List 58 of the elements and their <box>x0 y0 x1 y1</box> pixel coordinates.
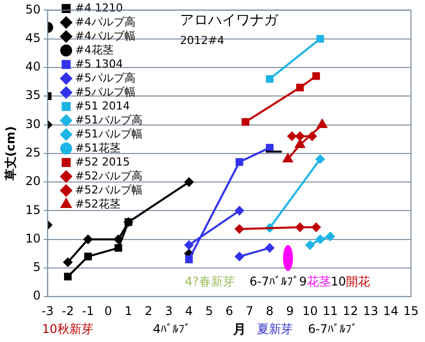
text: 夏新芽 <box>257 322 293 336</box>
x-tick-label: 3 <box>164 304 173 318</box>
legend-label: #51花茎 <box>75 141 120 154</box>
x-tick-label: 9 <box>286 304 294 318</box>
legend-label: #52花茎 <box>75 197 120 210</box>
legend-label: #52 2015 <box>75 155 130 168</box>
legend-label: #52バルブ高 <box>75 169 142 182</box>
text: 4ﾊﾞﾙﾌﾞ <box>153 322 191 336</box>
x-tick-label: 15 <box>403 304 419 318</box>
x-tick-label: -1 <box>82 304 94 318</box>
x-tick-label: 10 <box>302 304 318 318</box>
legend-label: #51バルブ幅 <box>75 127 142 140</box>
x-tick-label: 12 <box>342 304 358 318</box>
legend-label: #4バルブ幅 <box>75 29 136 42</box>
text: 2012#4 <box>180 34 224 47</box>
y-tick-label: 20 <box>25 174 41 188</box>
y-tick-label: 30 <box>25 116 41 131</box>
chart-title: アロハイワナガ <box>180 12 279 29</box>
legend-label: #5バルブ高 <box>75 71 136 84</box>
x-tick-label: 1 <box>124 304 132 318</box>
y-tick-label: 15 <box>25 202 41 217</box>
x-tick-label: 2 <box>144 304 152 318</box>
x-tick-label: -2 <box>62 304 74 318</box>
annotation: 6-7ﾊﾞﾙﾌﾞ9 <box>250 274 307 289</box>
legend-label: #52バルブ幅 <box>75 183 142 196</box>
y-tick-label: 5 <box>33 260 41 274</box>
annotation: 花茎 <box>306 274 331 289</box>
x-tick-label: 5 <box>205 304 213 318</box>
x-tick-label: 13 <box>362 304 378 318</box>
legend-label: #4バルブ高 <box>75 15 136 28</box>
x-tick-label: 0 <box>104 304 112 318</box>
x-tick-label: 7 <box>246 304 254 318</box>
y-tick-label: 25 <box>25 146 41 160</box>
legend-label: #5バルブ幅 <box>75 85 136 98</box>
legend-label: #5 1304 <box>75 57 123 70</box>
y-tick-label: 0 <box>33 288 41 303</box>
y-tick-label: 40 <box>25 60 41 74</box>
x-tick-label: 6 <box>226 304 234 318</box>
annotation: 4?春新芽 <box>184 274 235 289</box>
legend-label: #51バルブ高 <box>75 113 142 126</box>
y-axis-title: 草丈(cm) <box>3 126 18 182</box>
y-tick-label: 45 <box>25 30 41 45</box>
x-tick-label: -3 <box>42 304 54 318</box>
x-tick-label: 8 <box>266 304 274 318</box>
y-tick-label: 10 <box>25 231 41 246</box>
legend-label: #4花茎 <box>75 43 114 56</box>
legend-label: #4 1210 <box>75 1 123 14</box>
y-tick-label: 50 <box>25 2 41 16</box>
x-axis-title: 月 <box>232 322 246 338</box>
legend-label: #51 2014 <box>75 99 130 112</box>
y-tick-label: 35 <box>25 88 41 102</box>
text: 6-7ﾊﾞﾙﾌﾞ <box>308 322 358 336</box>
x-tick-label: 14 <box>383 304 398 318</box>
text: 10秋新芽 <box>42 322 94 336</box>
x-tick-label: 4 <box>185 304 193 318</box>
annotation: 開花 <box>346 274 370 289</box>
x-tick-label: 11 <box>322 304 338 318</box>
annotation: 10 <box>330 274 346 289</box>
